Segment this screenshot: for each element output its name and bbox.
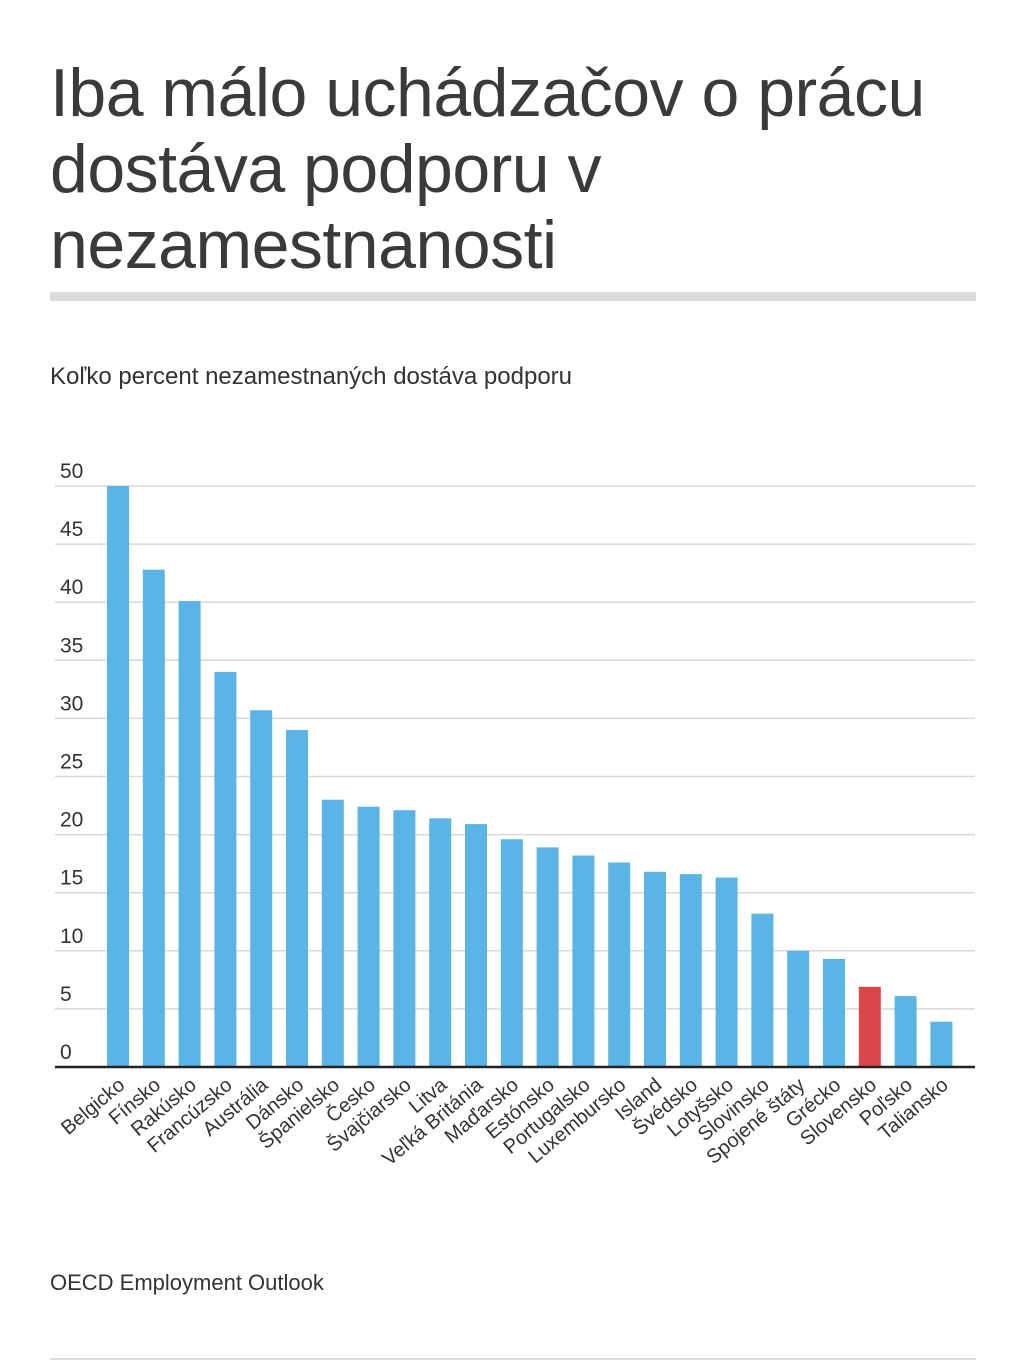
title-divider	[50, 292, 976, 301]
y-tick-label: 0	[60, 1041, 72, 1064]
bar-18	[751, 913, 774, 1067]
y-tick-label: 40	[60, 576, 83, 599]
bar-5	[286, 730, 308, 1067]
bar-12	[536, 847, 559, 1067]
bar-7	[357, 806, 380, 1067]
bar-3	[214, 671, 237, 1067]
bar-22	[894, 996, 917, 1067]
y-tick-label: 35	[60, 634, 83, 657]
y-axis-ticks: 0 5 10 15 20 25 30 35 40 45 50	[60, 460, 83, 1064]
y-tick-label: 20	[60, 809, 83, 832]
chart-subtitle: Koľko percent nezamestnaných dostáva pod…	[50, 363, 572, 390]
y-tick-label: 15	[60, 867, 83, 890]
bar-8	[393, 810, 416, 1067]
bar-17	[715, 877, 738, 1067]
source-note: OECD Employment Outlook	[50, 1270, 324, 1295]
bar-23	[930, 1021, 953, 1067]
bar-14	[608, 862, 631, 1067]
bar-19	[787, 950, 810, 1067]
bar-16	[679, 874, 702, 1067]
y-tick-label: 45	[60, 518, 83, 541]
y-tick-label: 50	[60, 460, 83, 483]
bar-6	[321, 799, 344, 1067]
bar-20	[823, 958, 845, 1067]
bar-0	[107, 486, 129, 1067]
page-title: Iba málo uchádzačov o prácu dostáva podp…	[50, 55, 925, 283]
bottom-divider	[50, 1358, 976, 1360]
bars	[107, 486, 953, 1067]
bar-10	[465, 824, 487, 1067]
bar-21	[858, 986, 881, 1067]
bar-chart: 0 5 10 15 20 25 30 35 40 45 50 BelgickoFínskoRakús…	[55, 460, 975, 1170]
y-tick-label: 25	[60, 751, 83, 774]
bar-9	[429, 818, 452, 1067]
y-tick-label: 5	[60, 983, 72, 1006]
bar-11	[500, 839, 523, 1067]
bar-15	[644, 871, 666, 1067]
grid-lines	[55, 485, 975, 1010]
bar-4	[250, 710, 273, 1067]
x-axis-labels: BelgickoFínskoRakúskoFrancúzskoAustrália…	[57, 1073, 952, 1170]
y-tick-label: 10	[60, 925, 83, 948]
y-tick-label: 30	[60, 692, 83, 715]
bar-2	[178, 601, 201, 1067]
bar-13	[572, 855, 595, 1067]
bar-1	[142, 569, 165, 1067]
